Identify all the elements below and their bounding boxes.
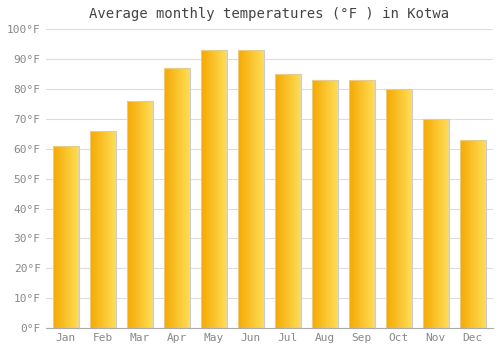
Bar [275,74,300,328]
Bar [201,50,227,328]
Bar [164,68,190,328]
Bar [127,101,153,328]
Bar [238,50,264,328]
Bar [53,146,79,328]
Bar [423,119,448,328]
Bar [90,131,116,328]
Bar [460,140,485,328]
Title: Average monthly temperatures (°F ) in Kotwa: Average monthly temperatures (°F ) in Ko… [89,7,450,21]
Bar [349,80,374,328]
Bar [386,89,411,328]
Bar [312,80,338,328]
